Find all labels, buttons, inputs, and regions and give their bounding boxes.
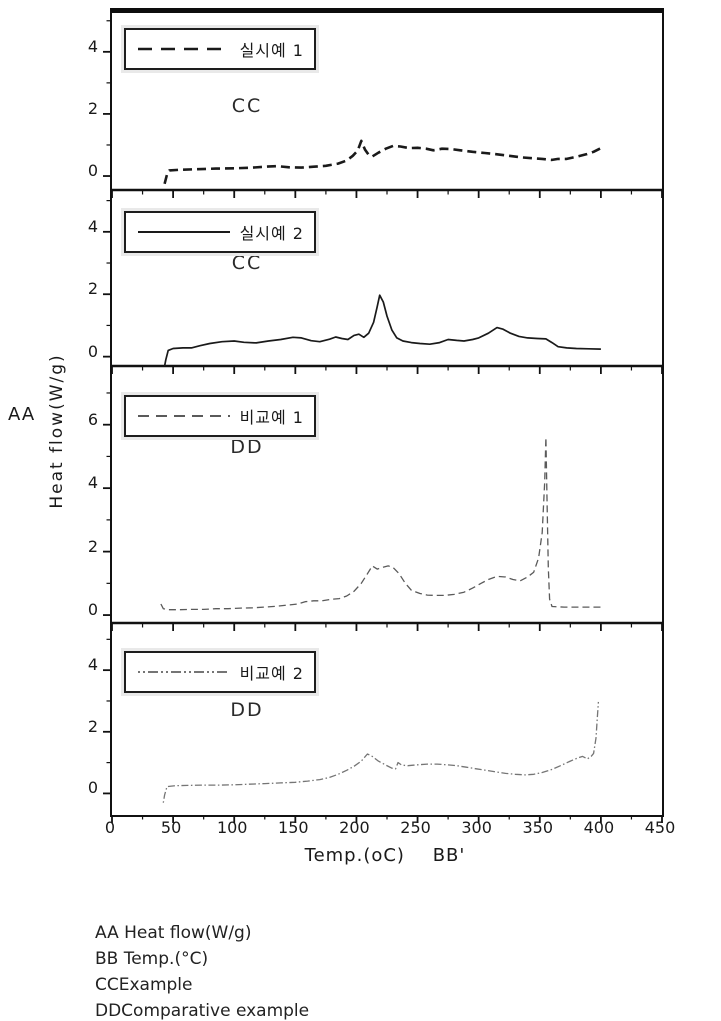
y-axis-title: Heat flow(W/g) [47, 353, 67, 509]
x-tick-label: 400 [583, 818, 615, 837]
y-axis-marker: AA [8, 404, 36, 425]
y-tick-label: 0 [87, 778, 98, 798]
legend-comparative-1: 비교예 1 [124, 395, 316, 437]
series-curve [160, 436, 601, 611]
y-tick-label: 2 [87, 98, 98, 118]
legend-example-1: 실시예 1 [124, 28, 316, 70]
group-label-cc: CC [231, 252, 263, 274]
x-tick-label: 100 [216, 818, 248, 837]
series-curve [162, 701, 600, 803]
reference-key-line-bb: BB Temp.(°C) [95, 949, 209, 969]
y-tick-label: 6 [87, 409, 98, 429]
legend-comparative-2: 비교예 2 [124, 651, 316, 693]
legend-example-2: 실시예 2 [124, 211, 316, 253]
y-tick-label: 4 [87, 36, 98, 56]
legend-line-sample-dash-dot [138, 671, 230, 673]
x-tick-label: 250 [400, 818, 431, 837]
group-label-dd: DD [230, 699, 264, 721]
y-tick-label: 0 [87, 161, 98, 181]
group-label-dd: DD [230, 436, 264, 458]
reference-key-line-aa: AA Heat flow(W/g) [95, 923, 252, 943]
legend-label: 비교예 2 [239, 664, 304, 683]
legend-line-sample-thin-dashed [138, 415, 230, 417]
panel-example-2: 실시예 2 CC [103, 190, 663, 374]
legend-line-sample-solid [138, 231, 230, 233]
y-tick-label: 2 [87, 279, 98, 299]
y-tick-label: 2 [87, 536, 98, 556]
panel-example-1: 실시예 1 CC [103, 13, 663, 198]
panel-comparative-1: 비교예 1 DD [103, 366, 663, 631]
chart-canvas-3 [103, 392, 663, 631]
x-axis-row: Temp.(oC) BB' [110, 845, 660, 866]
y-tick-label: 4 [87, 655, 98, 675]
x-axis-marker: BB' [432, 845, 466, 866]
x-axis-title: Temp.(oC) [304, 845, 405, 866]
y-tick-label: 4 [87, 216, 98, 236]
y-tick-label: 0 [87, 600, 98, 620]
legend-label: 비교예 1 [239, 408, 304, 427]
y-tick-label: 4 [87, 473, 98, 493]
plot-frame: 실시예 1 CC 실시예 2 CC 비교예 1 DD 비교예 2 [103, 8, 664, 823]
reference-key: AA Heat flow(W/g) BB Temp.(°C) CCExample… [95, 920, 309, 1021]
x-tick-label: 200 [339, 818, 370, 837]
x-tick-label: 300 [461, 818, 492, 837]
x-tick-label: 50 [160, 818, 182, 837]
chart-canvas-1 [103, 20, 663, 198]
x-tick-label: 150 [278, 818, 309, 837]
chart-canvas-2 [103, 200, 663, 374]
series-curve [163, 139, 602, 185]
legend-label: 실시예 1 [239, 41, 304, 60]
reference-key-line-dd: DDComparative example [95, 1001, 310, 1021]
reference-key-line-cc: CCExample [95, 975, 193, 995]
series-curve [163, 294, 601, 367]
panel-comparative-2: 비교예 2 DD [103, 623, 663, 823]
group-label-cc: CC [231, 95, 263, 117]
x-tick-label: 0 [104, 818, 116, 837]
y-tick-label: 2 [87, 716, 98, 736]
legend-label: 실시예 2 [239, 224, 304, 243]
y-tick-label: 0 [87, 341, 98, 361]
legend-line-sample-dashed [138, 47, 230, 51]
chart-canvas-4 [103, 638, 663, 823]
x-tick-label: 450 [644, 818, 676, 837]
x-tick-label: 350 [522, 818, 554, 837]
